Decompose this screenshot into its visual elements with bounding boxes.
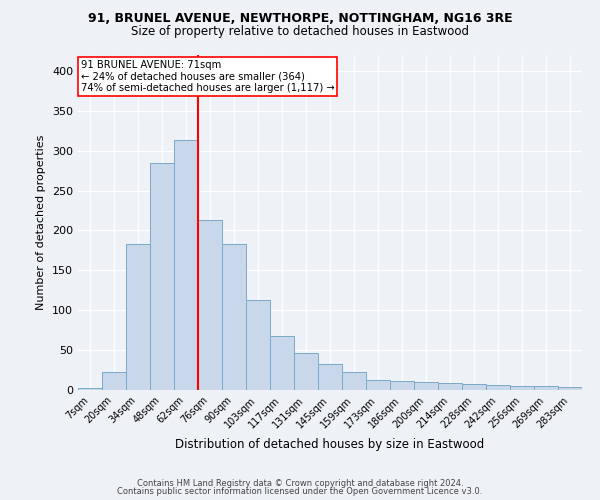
Bar xyxy=(318,364,342,390)
X-axis label: Distribution of detached houses by size in Eastwood: Distribution of detached houses by size … xyxy=(175,438,485,451)
Bar xyxy=(222,244,246,390)
Bar xyxy=(102,372,126,390)
Bar xyxy=(558,387,582,390)
Bar xyxy=(462,384,486,390)
Bar xyxy=(366,380,390,390)
Bar xyxy=(534,386,558,390)
Bar xyxy=(390,381,414,390)
Bar xyxy=(414,382,438,390)
Bar xyxy=(510,386,534,390)
Bar xyxy=(174,140,198,390)
Text: Size of property relative to detached houses in Eastwood: Size of property relative to detached ho… xyxy=(131,25,469,38)
Bar xyxy=(246,300,270,390)
Text: 91 BRUNEL AVENUE: 71sqm
← 24% of detached houses are smaller (364)
74% of semi-d: 91 BRUNEL AVENUE: 71sqm ← 24% of detache… xyxy=(80,60,334,93)
Bar xyxy=(198,220,222,390)
Bar xyxy=(150,162,174,390)
Text: Contains public sector information licensed under the Open Government Licence v3: Contains public sector information licen… xyxy=(118,487,482,496)
Bar xyxy=(342,372,366,390)
Bar xyxy=(78,388,102,390)
Text: Contains HM Land Registry data © Crown copyright and database right 2024.: Contains HM Land Registry data © Crown c… xyxy=(137,478,463,488)
Y-axis label: Number of detached properties: Number of detached properties xyxy=(37,135,46,310)
Bar xyxy=(294,354,318,390)
Bar xyxy=(126,244,150,390)
Bar xyxy=(486,385,510,390)
Bar xyxy=(438,383,462,390)
Bar xyxy=(270,336,294,390)
Text: 91, BRUNEL AVENUE, NEWTHORPE, NOTTINGHAM, NG16 3RE: 91, BRUNEL AVENUE, NEWTHORPE, NOTTINGHAM… xyxy=(88,12,512,26)
